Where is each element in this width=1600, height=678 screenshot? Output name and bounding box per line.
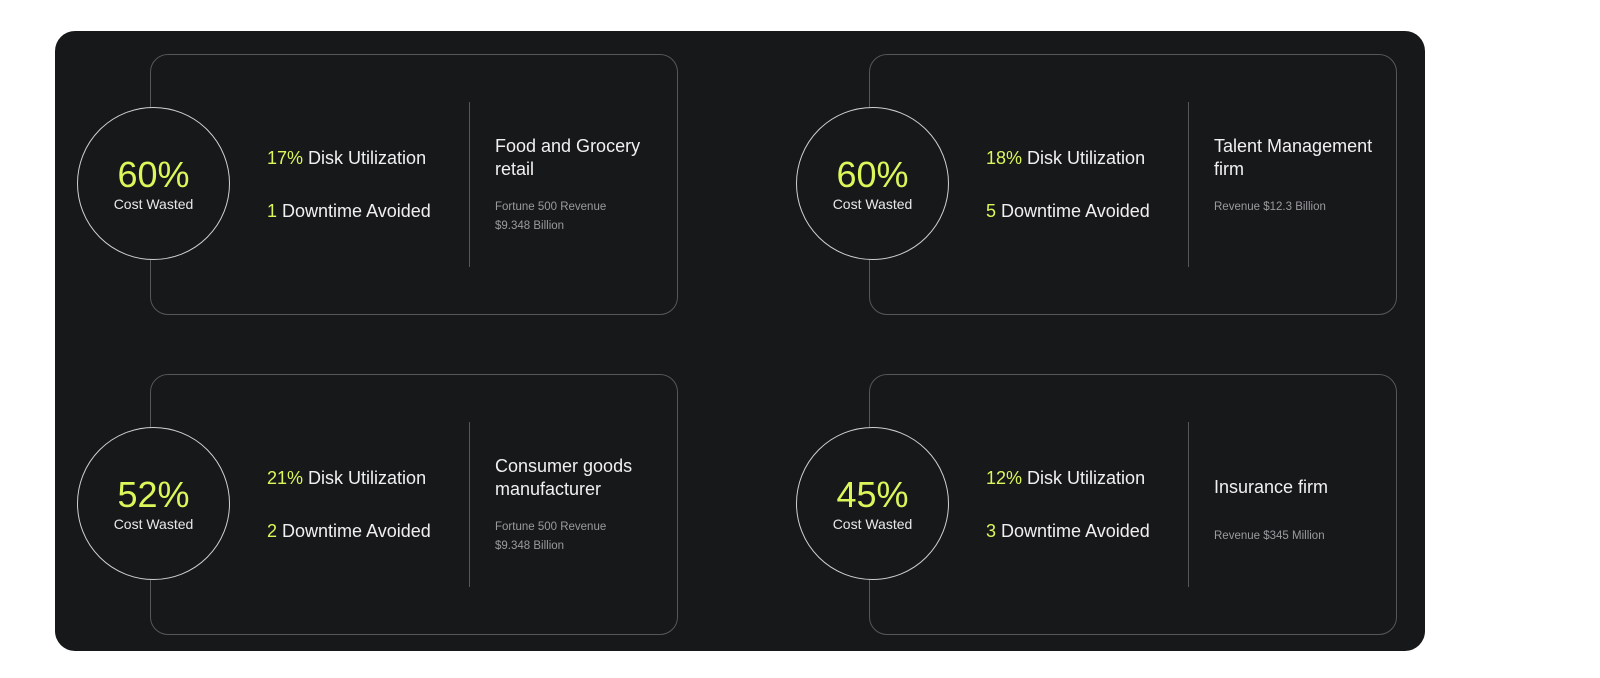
revenue: Fortune 500 Revenue $9.348 Billion bbox=[495, 198, 670, 236]
disk-utilization-stat: 17% Disk Utilization bbox=[267, 148, 426, 169]
revenue-line-1: Fortune 500 Revenue bbox=[495, 201, 607, 213]
company-name: Consumer goods manufacturer bbox=[495, 456, 633, 499]
card-frame bbox=[150, 374, 678, 635]
disk-utilization-value: 18% bbox=[986, 148, 1023, 168]
revenue-line-1: Fortune 500 Revenue bbox=[495, 521, 607, 533]
cost-wasted-circle: 60% Cost Wasted bbox=[796, 107, 949, 260]
downtime-avoided-label: Downtime Avoided bbox=[282, 201, 431, 221]
company-name: Talent Management firm bbox=[1214, 136, 1373, 179]
disk-utilization-value: 21% bbox=[267, 468, 304, 488]
downtime-avoided-stat: 3 Downtime Avoided bbox=[986, 521, 1150, 542]
divider bbox=[469, 102, 470, 267]
disk-utilization-label: Disk Utilization bbox=[1027, 468, 1146, 488]
revenue: Revenue $345 Million bbox=[1214, 527, 1389, 546]
downtime-avoided-value: 5 bbox=[986, 201, 997, 221]
disk-utilization-value: 17% bbox=[267, 148, 304, 168]
cost-wasted-label: Cost Wasted bbox=[113, 515, 194, 532]
cost-wasted-circle: 52% Cost Wasted bbox=[77, 427, 230, 580]
revenue: Revenue $12.3 Billion bbox=[1214, 198, 1389, 217]
card-frame bbox=[869, 54, 1397, 315]
disk-utilization-stat: 18% Disk Utilization bbox=[986, 148, 1145, 169]
disk-utilization-stat: 12% Disk Utilization bbox=[986, 468, 1145, 489]
company-name: Insurance firm bbox=[1214, 477, 1329, 497]
cost-wasted-percent: 60% bbox=[117, 153, 190, 195]
downtime-avoided-stat: 1 Downtime Avoided bbox=[267, 201, 431, 222]
cost-wasted-label: Cost Wasted bbox=[832, 515, 913, 532]
cost-wasted-label: Cost Wasted bbox=[113, 195, 194, 212]
revenue: Fortune 500 Revenue $9.348 Billion bbox=[495, 518, 670, 556]
downtime-avoided-label: Downtime Avoided bbox=[1001, 521, 1150, 541]
card-frame bbox=[150, 54, 678, 315]
card-frame bbox=[869, 374, 1397, 635]
disk-utilization-stat: 21% Disk Utilization bbox=[267, 468, 426, 489]
disk-utilization-label: Disk Utilization bbox=[308, 148, 427, 168]
downtime-avoided-stat: 2 Downtime Avoided bbox=[267, 521, 431, 542]
revenue-line-1: Revenue $345 Million bbox=[1214, 530, 1325, 542]
revenue-line-2: $9.348 Billion bbox=[495, 540, 565, 552]
downtime-avoided-value: 3 bbox=[986, 521, 997, 541]
cost-wasted-circle: 60% Cost Wasted bbox=[77, 107, 230, 260]
downtime-avoided-value: 2 bbox=[267, 521, 278, 541]
cost-wasted-percent: 45% bbox=[836, 473, 909, 515]
divider bbox=[1188, 102, 1189, 267]
revenue-line-1: Revenue $12.3 Billion bbox=[1214, 201, 1326, 213]
cost-wasted-circle: 45% Cost Wasted bbox=[796, 427, 949, 580]
downtime-avoided-label: Downtime Avoided bbox=[282, 521, 431, 541]
company-name: Food and Grocery retail bbox=[495, 136, 641, 179]
disk-utilization-label: Disk Utilization bbox=[308, 468, 427, 488]
cost-wasted-label: Cost Wasted bbox=[832, 195, 913, 212]
cost-wasted-percent: 60% bbox=[836, 153, 909, 195]
downtime-avoided-value: 1 bbox=[267, 201, 278, 221]
disk-utilization-label: Disk Utilization bbox=[1027, 148, 1146, 168]
downtime-avoided-label: Downtime Avoided bbox=[1001, 201, 1150, 221]
divider bbox=[1188, 422, 1189, 587]
cost-wasted-percent: 52% bbox=[117, 473, 190, 515]
disk-utilization-value: 12% bbox=[986, 468, 1023, 488]
downtime-avoided-stat: 5 Downtime Avoided bbox=[986, 201, 1150, 222]
divider bbox=[469, 422, 470, 587]
revenue-line-2: $9.348 Billion bbox=[495, 220, 565, 232]
